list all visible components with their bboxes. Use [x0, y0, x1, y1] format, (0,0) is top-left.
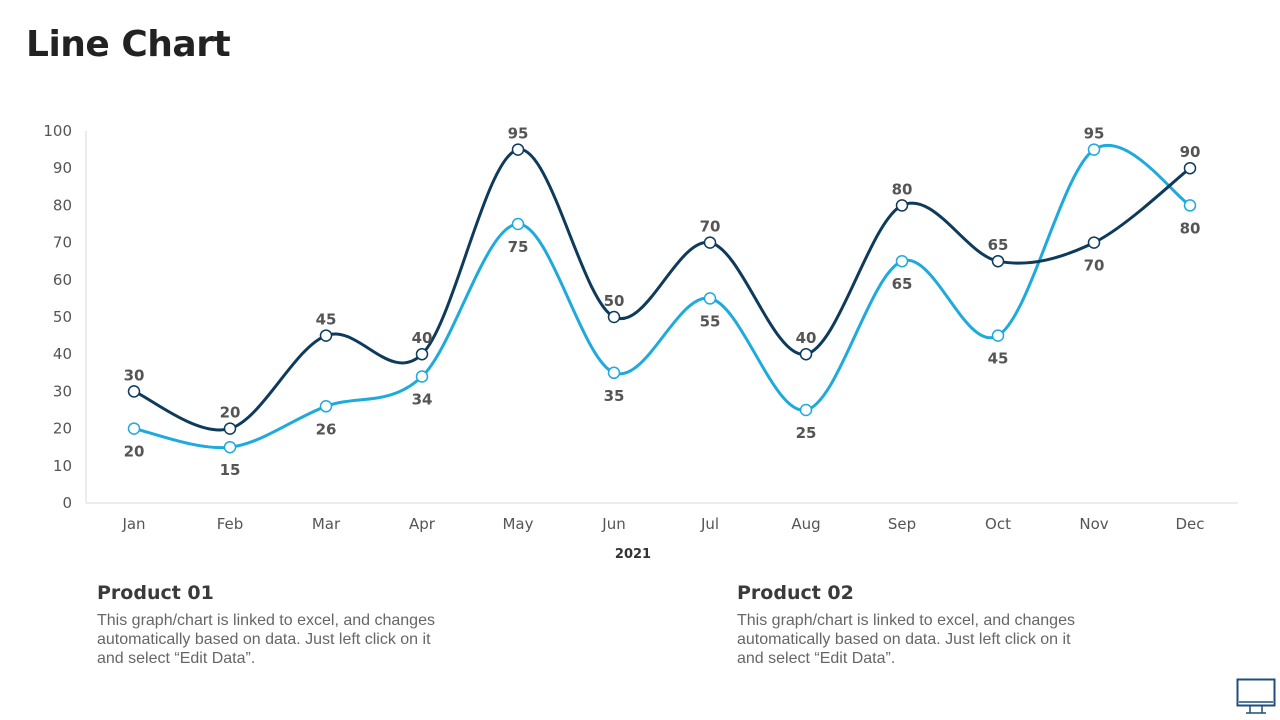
x-tick-label: Aug [791, 515, 820, 533]
series-2-point [319, 400, 333, 413]
chart-axes: 0 10 20 30 40 50 60 70 80 90 100 Jan Feb Mar Apr May Jun… [43, 122, 1238, 533]
series-1-point [1183, 161, 1197, 175]
y-tick-label: 20 [53, 420, 72, 438]
series-2-point [991, 329, 1005, 342]
y-tick-label: 60 [53, 271, 72, 289]
series-2-data-label: 35 [604, 387, 625, 405]
series-2-point [895, 254, 909, 268]
series-2-point [607, 366, 621, 380]
y-tick-label: 100 [43, 122, 72, 140]
series-2-point [703, 292, 717, 305]
series-2-data-label: 65 [892, 275, 913, 293]
series-1-point [703, 236, 717, 249]
series-1-data-label: 95 [508, 125, 529, 143]
series-line-1 [132, 148, 1192, 432]
x-tick-label: Oct [985, 515, 1011, 533]
series-1-point [799, 347, 813, 361]
series-1-data-label: 70 [1084, 257, 1105, 275]
series-1-data-label: 40 [796, 329, 817, 347]
x-tick-label: Apr [409, 515, 436, 533]
series-1-point [1087, 236, 1101, 249]
series-2-point [1087, 143, 1101, 156]
series-2-data-label: 45 [988, 350, 1009, 368]
x-tick-label: Nov [1079, 515, 1108, 533]
series-2-data-label: 75 [508, 238, 529, 256]
x-tick-label: Jan [121, 515, 145, 533]
y-tick-label: 70 [53, 234, 72, 252]
series-1-point [319, 329, 333, 342]
series-2-data-label: 95 [1084, 125, 1105, 143]
series-1-data-label: 45 [316, 311, 337, 329]
series-1-data-label: 90 [1180, 143, 1201, 161]
series-1-data-label: 40 [412, 329, 433, 347]
chart-data-labels: 30 20 20 15 45 26 40 34 95 75 50 35 70 55 40 25 80 65 65 45… [124, 125, 1201, 480]
series-2-data-label: 20 [124, 443, 145, 461]
x-tick-label: Dec [1175, 515, 1204, 533]
series-1-point [127, 385, 141, 398]
series-2-data-label: 80 [1180, 219, 1201, 237]
series-1-data-label: 80 [892, 180, 913, 198]
series-2-point [1183, 199, 1197, 212]
page-title: Line Chart [26, 24, 231, 65]
series-1-data-label: 20 [220, 404, 241, 422]
series-2-point [415, 370, 429, 383]
series-1-point [223, 422, 237, 435]
y-tick-label: 40 [53, 345, 72, 363]
x-tick-label: Sep [888, 515, 916, 533]
series-2-point [799, 403, 813, 417]
y-tick-label: 50 [53, 308, 72, 326]
y-tick-label: 30 [53, 382, 72, 400]
series-2-data-label: 55 [700, 312, 721, 330]
series-1-data-label: 50 [604, 292, 625, 310]
series-2-data-label: 25 [796, 424, 817, 442]
series-2-point [127, 422, 141, 435]
series-1-point [895, 199, 909, 212]
series-1-point [511, 143, 525, 156]
series-1-point [415, 347, 429, 361]
series-2-data-label: 34 [412, 391, 433, 409]
series-2-data-label: 15 [220, 461, 241, 479]
product-01-text: This graph/chart is linked to excel, and… [97, 612, 435, 667]
series-1-point [991, 254, 1005, 268]
series-line-2 [132, 144, 1192, 450]
x-tick-label: Jul [700, 515, 719, 533]
x-tick-label: Mar [312, 515, 341, 533]
series-1-point [607, 310, 621, 324]
x-tick-label: May [502, 515, 533, 533]
monitor-icon [1236, 678, 1276, 714]
x-axis-title: 2021 [615, 547, 651, 562]
y-tick-label: 0 [62, 494, 72, 512]
y-tick-label: 90 [53, 159, 72, 177]
chart-points [127, 143, 1197, 454]
product-01-title: Product 01 [97, 582, 214, 604]
series-1-data-label: 65 [988, 236, 1009, 254]
series-2-point [511, 217, 525, 231]
product-01-block: Product 01 This graph/chart is linked to… [97, 582, 457, 668]
x-tick-label: Jun [601, 515, 625, 533]
y-tick-label: 80 [53, 196, 72, 214]
product-02-text: This graph/chart is linked to excel, and… [737, 612, 1075, 667]
series-2-data-label: 26 [316, 420, 337, 438]
series-1-data-label: 70 [700, 218, 721, 236]
series-2-point [223, 440, 237, 454]
product-02-title: Product 02 [737, 582, 854, 604]
y-tick-label: 10 [53, 457, 72, 475]
x-tick-label: Feb [217, 515, 244, 533]
product-02-block: Product 02 This graph/chart is linked to… [737, 582, 1097, 668]
chart-lines [132, 144, 1192, 450]
series-1-data-label: 30 [124, 366, 145, 384]
